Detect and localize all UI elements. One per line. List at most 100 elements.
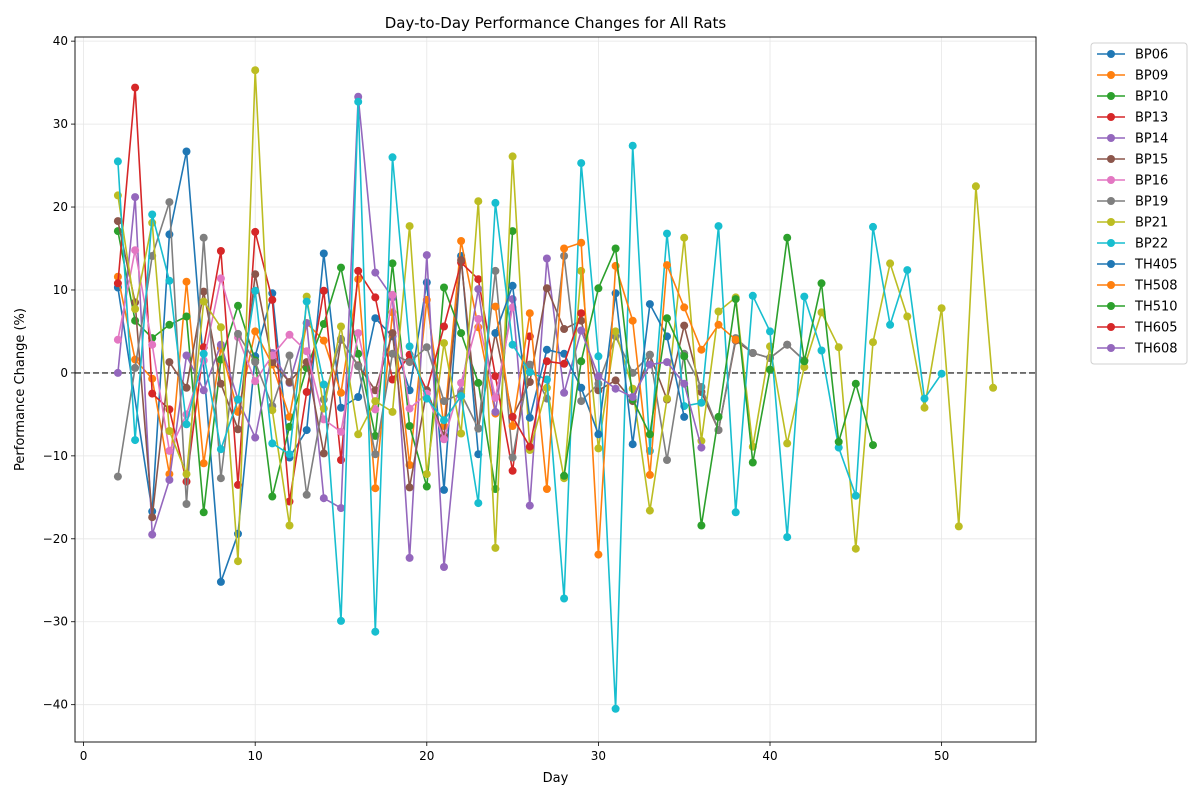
data-point-bp19 xyxy=(422,343,431,352)
data-point-th605 xyxy=(560,359,569,368)
data-point-bp22 xyxy=(628,141,637,150)
data-point-bp21 xyxy=(920,403,929,412)
legend-item-th608: TH608 xyxy=(1097,342,1178,357)
legend-swatch-marker xyxy=(1107,302,1115,310)
series-th510 xyxy=(560,233,877,530)
legend-item-bp14: BP14 xyxy=(1097,132,1168,147)
data-point-bp16 xyxy=(113,335,122,344)
data-point-bp19 xyxy=(440,397,448,406)
x-axis-title: Day xyxy=(543,771,569,786)
legend-swatch-marker xyxy=(1107,281,1115,289)
data-point-bp22 xyxy=(731,508,740,517)
data-point-bp19 xyxy=(663,456,671,464)
data-point-th510 xyxy=(783,233,792,242)
data-point-bp14 xyxy=(337,504,345,513)
data-point-bp21 xyxy=(508,152,517,161)
data-point-bp14 xyxy=(525,501,534,510)
data-point-bp10 xyxy=(199,508,208,517)
data-point-bp19 xyxy=(302,490,311,499)
y-tick-label: 30 xyxy=(53,117,68,131)
data-point-bp21 xyxy=(216,323,225,332)
data-point-bp22 xyxy=(422,394,431,403)
data-point-bp19 xyxy=(165,198,174,207)
data-point-bp22 xyxy=(234,395,242,404)
legend-swatch-marker xyxy=(1107,323,1115,331)
data-point-bp14 xyxy=(474,285,483,294)
data-point-bp19 xyxy=(594,379,603,388)
legend-label: BP06 xyxy=(1135,48,1168,63)
legend-label: TH605 xyxy=(1134,321,1178,336)
data-point-bp16 xyxy=(302,347,311,356)
data-point-th405 xyxy=(645,300,654,309)
series-th608 xyxy=(577,326,706,452)
legend-label: TH508 xyxy=(1134,279,1178,294)
data-point-bp21 xyxy=(319,404,328,413)
series-bp21 xyxy=(113,66,998,566)
data-point-bp21 xyxy=(474,197,483,206)
data-point-bp22 xyxy=(337,616,345,625)
data-point-bp13 xyxy=(354,266,363,275)
data-point-bp09 xyxy=(182,277,191,286)
legend-item-bp06: BP06 xyxy=(1097,48,1168,63)
data-point-bp13 xyxy=(474,275,483,284)
data-point-bp21 xyxy=(886,259,895,268)
data-point-bp19 xyxy=(354,362,363,371)
data-point-th608 xyxy=(577,326,586,335)
data-point-bp22 xyxy=(886,320,895,329)
data-point-bp22 xyxy=(268,439,277,448)
data-point-bp13 xyxy=(113,279,122,288)
plot-frame xyxy=(74,36,1037,743)
data-point-bp21 xyxy=(903,312,912,321)
data-point-bp22 xyxy=(937,369,946,378)
data-point-bp21 xyxy=(457,429,466,438)
y-axis-title: Performance Change (%) xyxy=(13,308,28,471)
data-point-bp19 xyxy=(645,350,654,359)
legend-item-th405: TH405 xyxy=(1097,258,1178,273)
data-point-bp15 xyxy=(199,287,208,296)
data-point-bp16 xyxy=(148,340,157,349)
data-point-bp22 xyxy=(800,292,809,301)
data-point-bp06 xyxy=(354,393,363,401)
data-point-bp22 xyxy=(251,286,260,295)
data-point-bp22 xyxy=(903,266,912,275)
data-point-th508 xyxy=(628,316,637,325)
data-point-bp21 xyxy=(268,406,277,415)
x-tick-label: 0 xyxy=(80,749,88,763)
data-point-bp06 xyxy=(302,426,311,435)
data-point-bp21 xyxy=(800,363,809,372)
data-point-th508 xyxy=(508,422,517,430)
legend-item-bp10: BP10 xyxy=(1097,90,1168,105)
data-point-th405 xyxy=(594,430,603,439)
data-point-bp16 xyxy=(474,315,483,323)
data-point-bp09 xyxy=(319,336,328,345)
data-point-bp10 xyxy=(422,482,431,491)
data-point-bp10 xyxy=(508,227,517,236)
data-point-th510 xyxy=(560,471,569,480)
data-point-bp22 xyxy=(869,222,877,231)
data-point-bp21 xyxy=(422,470,431,479)
data-point-bp21 xyxy=(989,383,998,392)
data-point-bp22 xyxy=(611,704,620,713)
data-point-bp10 xyxy=(337,263,345,272)
data-point-bp16 xyxy=(491,393,500,402)
data-point-bp19 xyxy=(491,266,500,275)
x-tick-label: 10 xyxy=(248,749,263,763)
series-layer xyxy=(113,66,998,713)
data-point-bp22 xyxy=(440,416,448,425)
data-point-th608 xyxy=(645,360,654,369)
data-point-bp22 xyxy=(302,297,311,306)
y-tick-label: −30 xyxy=(43,615,68,629)
data-point-bp22 xyxy=(354,97,363,106)
data-point-bp06 xyxy=(371,314,380,323)
data-point-bp21 xyxy=(834,343,843,352)
legend-swatch-marker xyxy=(1107,134,1115,142)
data-point-bp19 xyxy=(182,500,191,508)
y-tick-label: −20 xyxy=(43,532,68,546)
data-point-bp15 xyxy=(319,449,328,458)
data-point-bp19 xyxy=(285,351,294,360)
data-point-th508 xyxy=(714,320,723,329)
data-point-bp09 xyxy=(131,355,140,364)
data-point-bp06 xyxy=(182,147,191,156)
data-point-bp06 xyxy=(216,577,225,586)
y-tick-label: −10 xyxy=(43,449,68,463)
